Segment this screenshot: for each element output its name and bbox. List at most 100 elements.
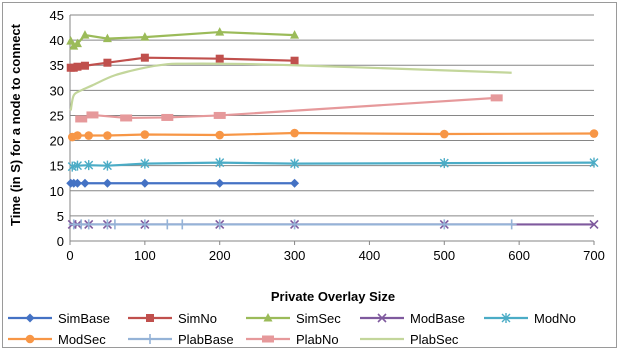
- data-point: [289, 219, 300, 230]
- data-point: [140, 53, 149, 62]
- data-point: [215, 54, 224, 63]
- series-modsec: [67, 128, 599, 142]
- series-plabsec: [69, 62, 512, 111]
- data-point: [102, 178, 112, 188]
- x-tick-label: 700: [583, 248, 605, 263]
- legend-item-simbase: SimBase: [8, 311, 110, 326]
- x-tick-label: 100: [134, 248, 156, 263]
- y-tick-label: 30: [50, 83, 64, 98]
- data-point: [262, 335, 274, 343]
- x-tick-label: 500: [433, 248, 455, 263]
- y-tick-label: 45: [50, 8, 64, 23]
- data-point: [589, 129, 599, 138]
- series-modno: [67, 157, 599, 172]
- data-point: [72, 160, 82, 171]
- legend-label: PlabSec: [410, 332, 459, 347]
- legend-label: SimNo: [178, 311, 217, 326]
- data-point: [290, 30, 300, 39]
- series-line: [71, 131, 595, 139]
- legend-label: SimSec: [296, 311, 341, 326]
- data-point: [80, 30, 90, 39]
- data-point: [439, 129, 449, 139]
- x-tick-label: 0: [66, 248, 73, 263]
- data-point: [290, 158, 300, 169]
- series-simno: [66, 53, 299, 72]
- data-point: [589, 219, 599, 229]
- series-line: [69, 62, 512, 111]
- data-point: [177, 219, 188, 230]
- y-tick-label: 5: [57, 209, 64, 224]
- data-point: [214, 219, 225, 230]
- data-point: [86, 111, 99, 119]
- x-axis-title: Private Overlay Size: [271, 289, 395, 304]
- data-point: [72, 178, 82, 188]
- data-point: [290, 178, 300, 188]
- y-tick-label: 0: [57, 234, 64, 249]
- data-point: [73, 131, 82, 140]
- series-simbase: [66, 178, 300, 188]
- y-tick-label: 20: [50, 134, 64, 149]
- data-point: [69, 41, 79, 50]
- data-point: [103, 58, 112, 67]
- legend-item-simno: SimNo: [128, 311, 217, 326]
- x-tick-label: 400: [359, 248, 381, 263]
- gridlines: [70, 14, 594, 217]
- legend-label: SimBase: [58, 311, 110, 326]
- legend: SimBase SimNo SimSec ModBase ModNo ModSec Plab…: [8, 311, 576, 347]
- series-plabno: [75, 94, 503, 123]
- legend-item-plabno: PlabNo: [246, 332, 339, 347]
- data-point: [162, 219, 173, 230]
- data-point: [145, 334, 155, 344]
- data-point: [290, 56, 299, 65]
- data-point: [215, 157, 225, 168]
- x-tick-label: 200: [209, 248, 231, 263]
- legend-item-modsec: ModSec: [8, 332, 106, 347]
- series-line: [69, 30, 295, 48]
- y-axis-title: Time (in S) for a node to connect: [8, 23, 23, 226]
- data-point: [84, 131, 94, 140]
- data-point: [120, 114, 133, 122]
- data-point: [501, 313, 511, 323]
- data-point: [140, 158, 150, 169]
- data-point: [139, 219, 150, 230]
- legend-item-plabsec: PlabSec: [360, 332, 459, 347]
- data-point: [109, 219, 120, 230]
- data-point: [66, 36, 76, 45]
- series-group: [66, 27, 599, 230]
- data-point: [490, 94, 503, 102]
- data-point: [146, 314, 154, 322]
- data-point: [80, 61, 89, 70]
- data-point: [439, 158, 449, 169]
- legend-item-plabbase: PlabBase: [128, 332, 234, 347]
- y-tick-label: 25: [50, 108, 64, 123]
- data-point: [83, 219, 94, 230]
- data-point: [102, 33, 112, 43]
- data-point: [290, 128, 299, 138]
- data-point: [215, 178, 225, 188]
- data-point: [439, 219, 450, 230]
- data-point: [263, 313, 273, 322]
- legend-item-modbase: ModBase: [360, 311, 465, 326]
- data-point: [25, 334, 35, 344]
- legend-item-simsec: SimSec: [246, 311, 341, 326]
- x-tick-label: 600: [508, 248, 530, 263]
- data-point: [73, 62, 82, 71]
- data-point: [506, 219, 517, 230]
- legend-label: PlabBase: [178, 332, 234, 347]
- data-point: [80, 178, 90, 188]
- data-point: [215, 130, 225, 140]
- data-point: [589, 157, 599, 168]
- legend-label: PlabNo: [296, 332, 339, 347]
- data-point: [75, 115, 88, 123]
- series-plabbase: [68, 219, 517, 230]
- x-tick-label: 300: [284, 248, 306, 263]
- data-point: [25, 313, 35, 323]
- data-point: [161, 113, 174, 121]
- data-point: [140, 32, 150, 41]
- series-simsec: [66, 27, 300, 50]
- data-point: [140, 178, 150, 188]
- data-point: [84, 160, 94, 171]
- data-point: [103, 131, 112, 140]
- legend-label: ModSec: [58, 332, 106, 347]
